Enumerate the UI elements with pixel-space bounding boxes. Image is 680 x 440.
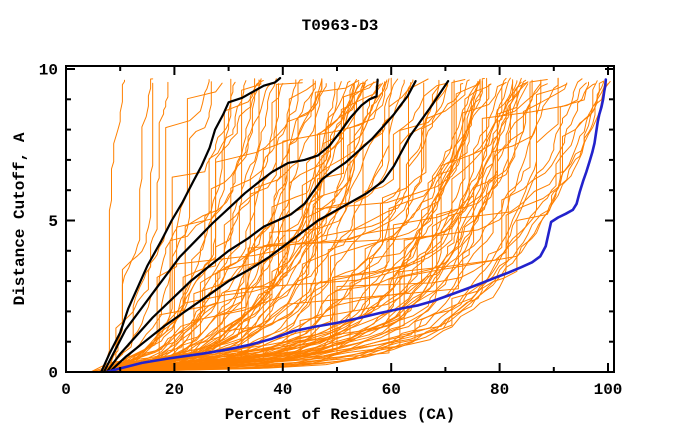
- svg-text:100: 100: [594, 381, 623, 399]
- chart-title: T0963-D3: [302, 17, 379, 35]
- svg-text:60: 60: [382, 381, 401, 399]
- x-axis-label: Percent of Residues (CA): [225, 406, 455, 424]
- svg-text:40: 40: [273, 381, 292, 399]
- svg-text:0: 0: [61, 381, 71, 399]
- svg-text:0: 0: [48, 365, 58, 383]
- svg-text:5: 5: [48, 213, 58, 231]
- svg-text:80: 80: [490, 381, 509, 399]
- y-axis-label: Distance Cutoff, A: [11, 132, 29, 305]
- plot-frame: [65, 65, 615, 373]
- curves-layer: [89, 76, 611, 372]
- svg-text:20: 20: [165, 381, 184, 399]
- axis-tick-labels: 0 20 40 60 80 100 0 5 10: [39, 62, 623, 400]
- svg-text:10: 10: [39, 62, 58, 80]
- axis-ticks: [65, 66, 614, 373]
